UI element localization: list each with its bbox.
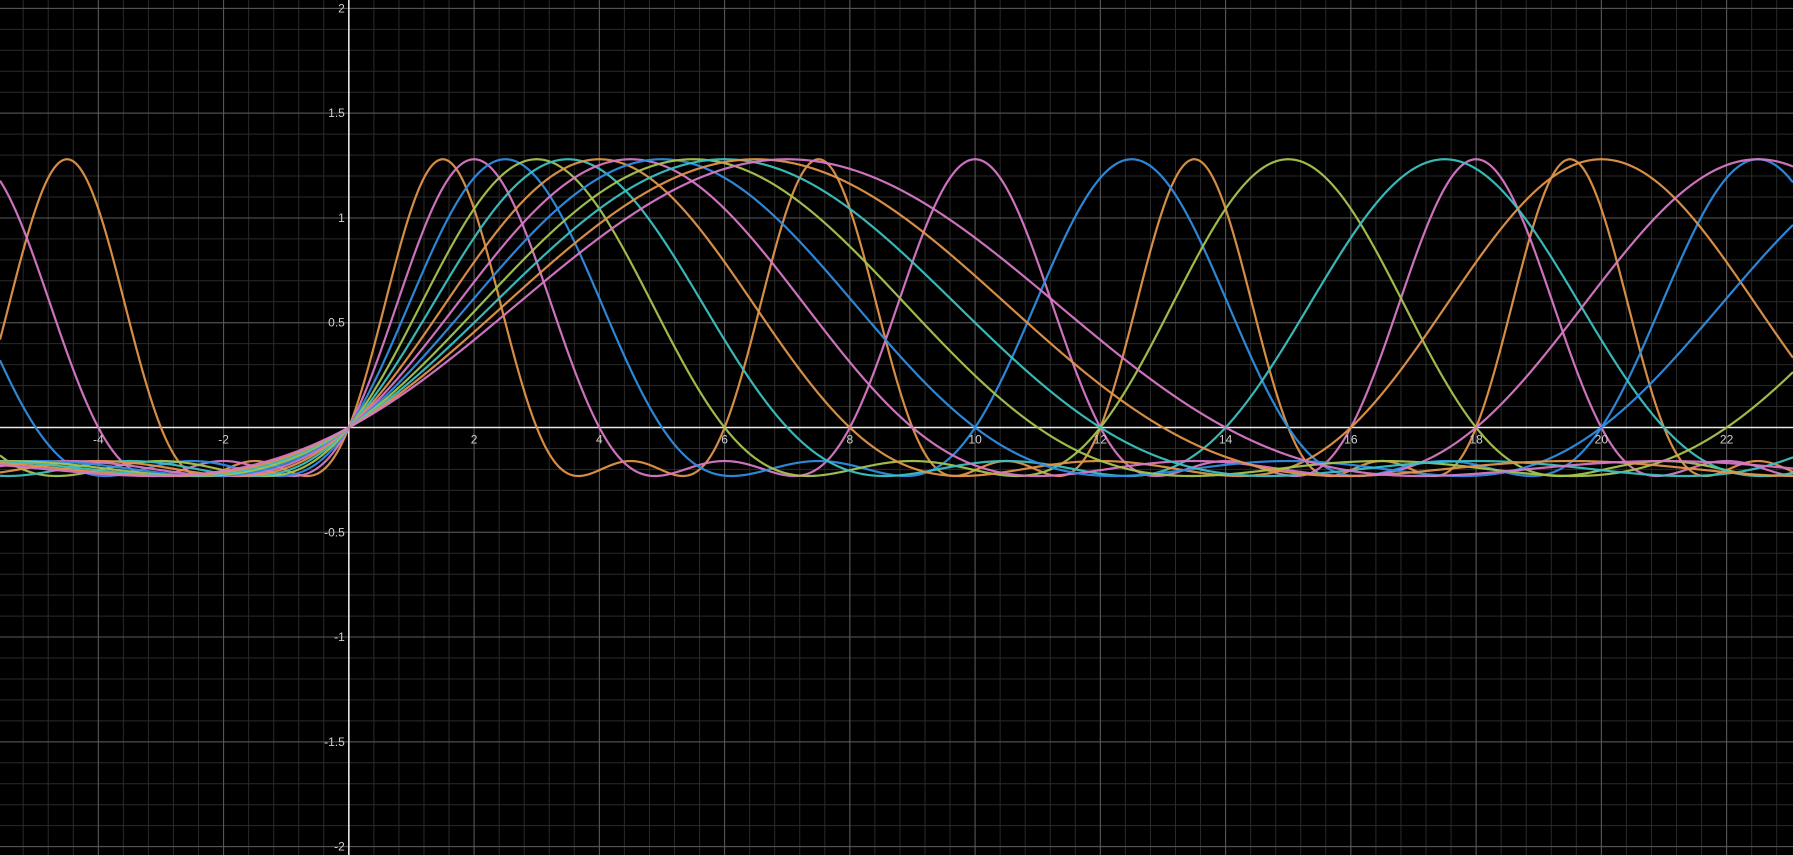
curves [0,158,1793,478]
x-tick-label: -2 [218,433,229,447]
x-tick-label: 10 [968,433,982,447]
curve-8 [0,158,1793,478]
curve-11 [0,158,1793,478]
curve-9 [0,158,1793,478]
x-tick-label: 6 [721,433,728,447]
x-tick-label: 2 [471,433,478,447]
curve-5 [0,158,1793,478]
curve-2 [0,158,1793,478]
x-tick-label: 16 [1344,433,1358,447]
x-tick-label: 14 [1219,433,1233,447]
y-tick-label: -0.5 [324,525,345,539]
x-tick-label: 18 [1469,433,1483,447]
x-tick-label: 20 [1595,433,1609,447]
y-tick-label: -2 [334,840,345,854]
x-tick-label: 8 [846,433,853,447]
x-tick-label: 22 [1720,433,1734,447]
x-tick-label: -4 [93,433,104,447]
tick-labels: -4 -2 2 4 6 8 10 12 14 16 18 20 2221.510.5-0.5-1-1.5… [93,1,1734,853]
y-tick-label: -1.5 [324,735,345,749]
curve-12 [0,158,1793,478]
curve-6 [0,158,1793,478]
x-tick-label: 4 [596,433,603,447]
curve-7 [0,158,1793,478]
y-tick-label: -1 [334,630,345,644]
y-tick-label: 0.5 [328,316,345,330]
y-tick-label: 2 [338,1,345,15]
x-tick-label: 12 [1094,433,1108,447]
y-tick-label: 1 [338,211,345,225]
curve-10 [0,158,1793,478]
y-tick-label: 1.5 [328,106,345,120]
